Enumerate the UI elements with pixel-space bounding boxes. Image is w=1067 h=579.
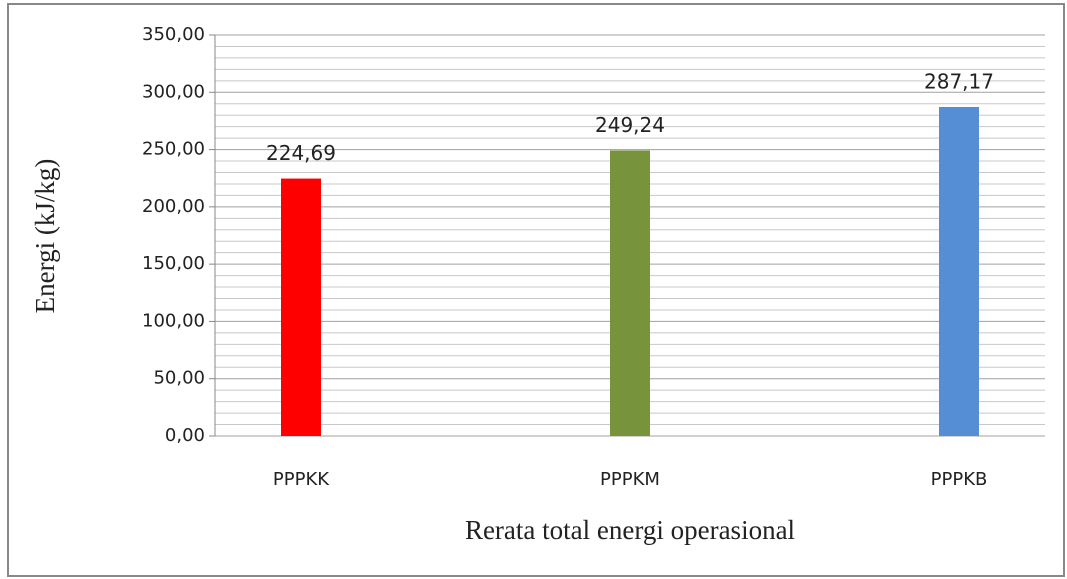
x-tick-label: PPPKM [600,469,660,490]
y-tick-label: 100,00 [142,310,205,331]
data-label: 224,69 [266,141,336,165]
y-tick-label: 0,00 [165,425,205,446]
y-tick-label: 150,00 [142,253,205,274]
y-tick-label: 300,00 [142,81,205,102]
data-label: 287,17 [924,69,994,93]
bar [939,106,979,436]
data-label: 249,24 [595,113,665,137]
x-tick-label: PPPKK [273,469,330,490]
y-axis-label: Energi (kJ/kg) [30,159,60,314]
chart-frame [7,3,1065,577]
x-axis-label: Rerata total energi operasional [465,515,795,545]
bar [610,150,650,436]
x-tick-label: PPPKB [931,469,988,490]
y-tick-label: 50,00 [153,368,205,389]
y-tick-label: 250,00 [142,139,205,160]
bar [281,178,321,436]
y-tick-label: 350,00 [142,24,205,45]
y-tick-label: 200,00 [142,196,205,217]
